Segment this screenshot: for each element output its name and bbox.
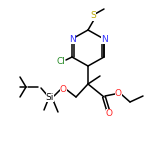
Text: N: N bbox=[101, 35, 107, 43]
Text: S: S bbox=[90, 12, 96, 21]
Text: O: O bbox=[114, 90, 121, 98]
Text: Cl: Cl bbox=[57, 57, 66, 67]
Text: O: O bbox=[59, 85, 67, 95]
Text: O: O bbox=[105, 109, 112, 117]
Text: N: N bbox=[69, 35, 75, 43]
Text: Si: Si bbox=[46, 93, 54, 102]
